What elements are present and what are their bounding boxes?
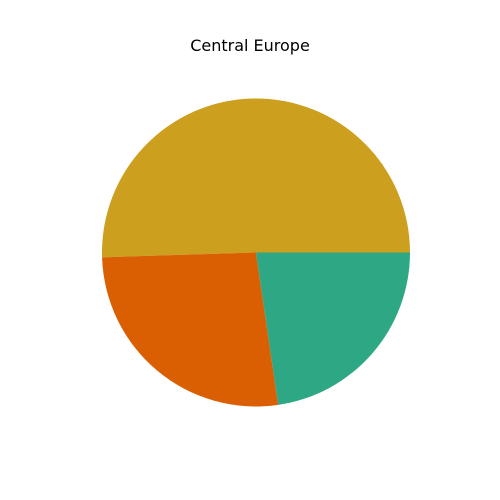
- pie-slice-2: [102, 252, 279, 407]
- chart-title: Central Europe: [190, 36, 310, 55]
- pie-slice-1: [101, 98, 410, 258]
- pie-slice-3: [256, 252, 410, 405]
